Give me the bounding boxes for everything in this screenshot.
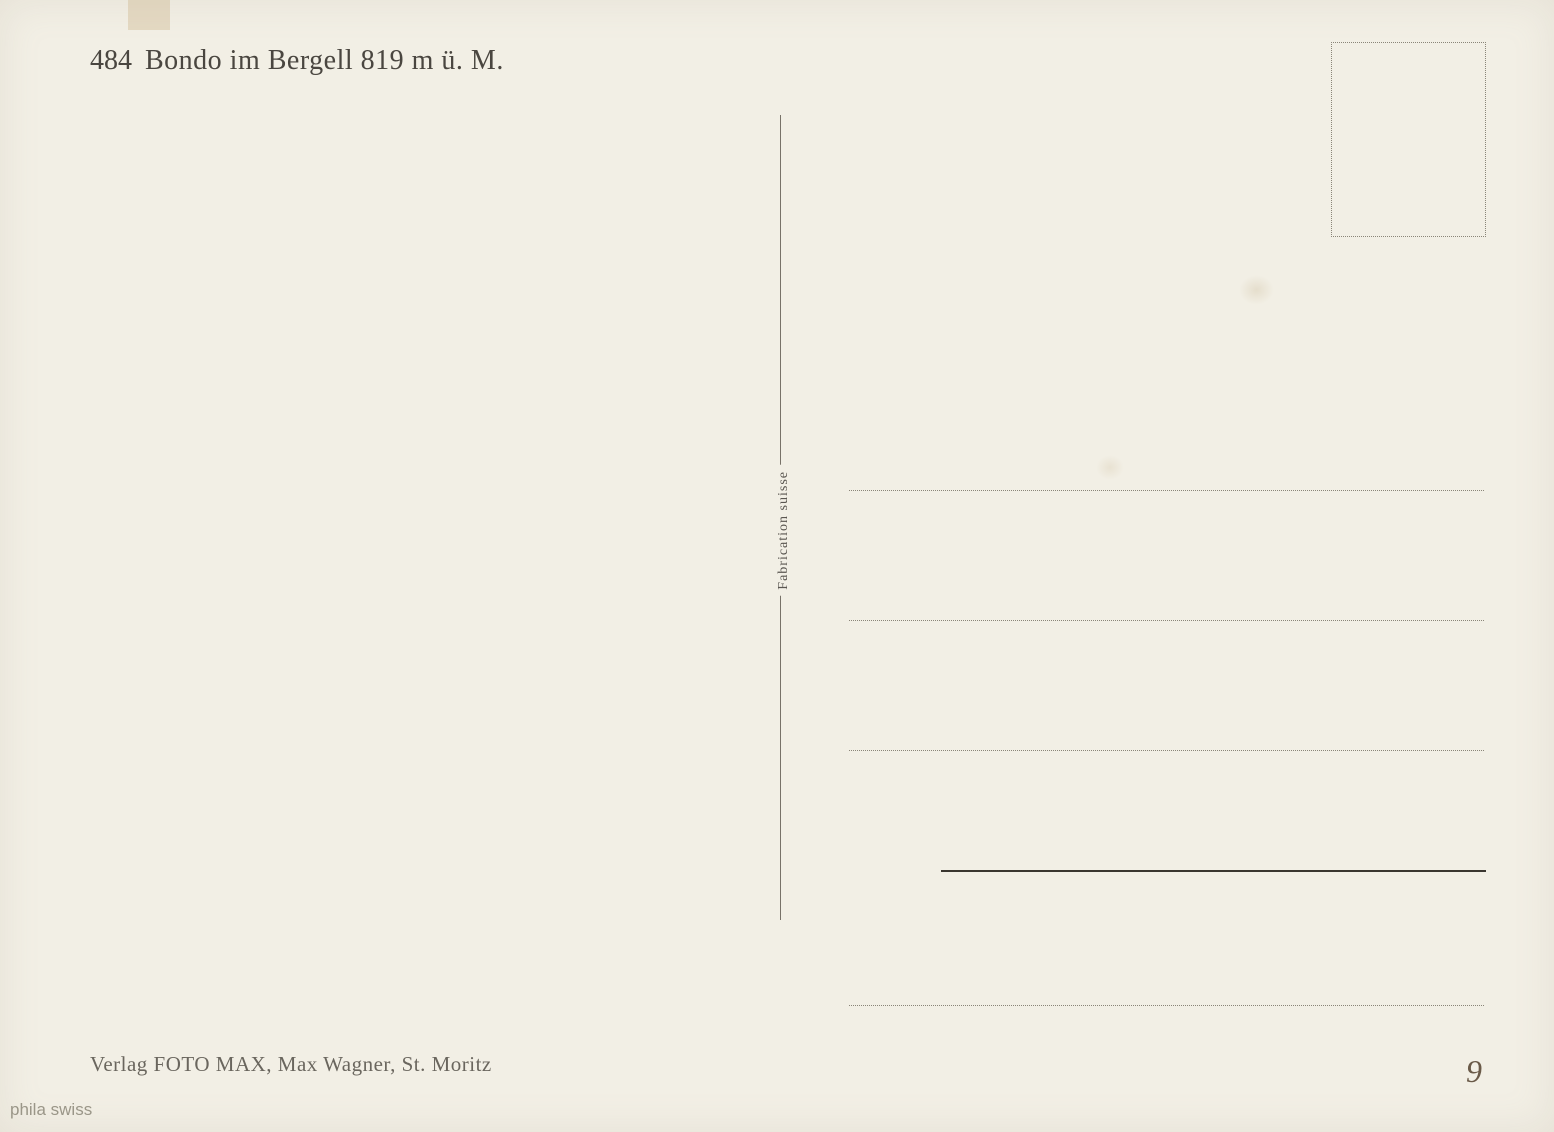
publisher-credit: Verlag FOTO MAX, Max Wagner, St. Moritz bbox=[90, 1052, 492, 1077]
postcard-back: 484 Bondo im Bergell 819 m ü. M. Fabrica… bbox=[0, 0, 1554, 1132]
card-number: 484 bbox=[90, 45, 132, 77]
watermark-text: phila swiss bbox=[10, 1100, 92, 1120]
age-stain bbox=[1096, 455, 1124, 480]
card-title: Bondo im Bergell 819 m ü. M. bbox=[145, 45, 504, 77]
fabrication-label: Fabrication suisse bbox=[776, 465, 792, 596]
address-line bbox=[849, 750, 1484, 751]
tape-residue bbox=[128, 0, 170, 30]
address-line bbox=[849, 490, 1484, 491]
stamp-placeholder bbox=[1331, 42, 1486, 237]
address-underline bbox=[941, 870, 1486, 872]
age-stain bbox=[1239, 275, 1274, 305]
address-line bbox=[849, 1005, 1484, 1006]
address-line bbox=[849, 620, 1484, 621]
handwritten-number: 9 bbox=[1466, 1053, 1482, 1090]
